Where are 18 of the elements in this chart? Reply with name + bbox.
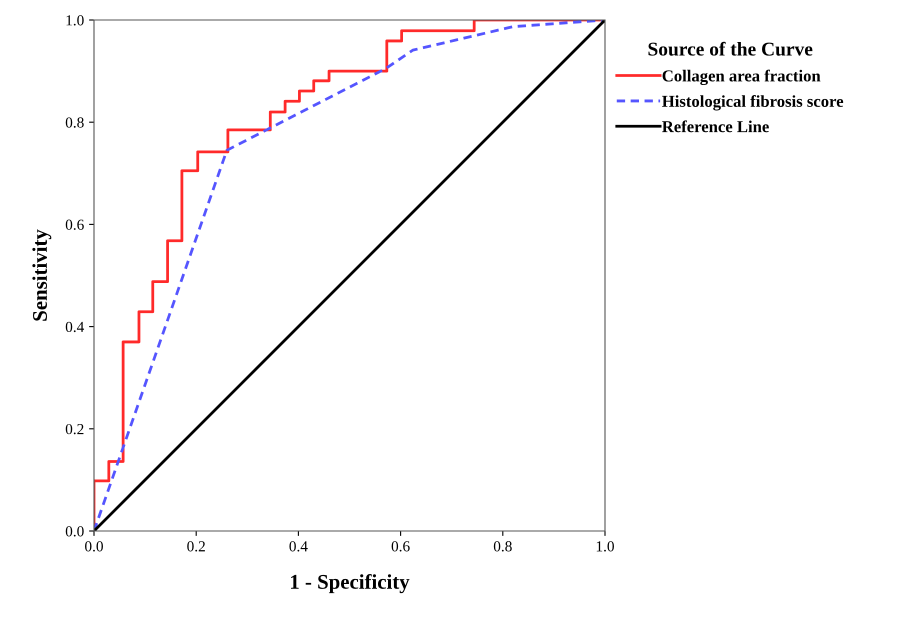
x-tick-label: 0.4 xyxy=(289,541,308,552)
legend-title: Source of the Curve xyxy=(648,42,812,56)
x-tick-label: 0.0 xyxy=(85,541,103,552)
y-tick-label: 0.8 xyxy=(66,117,84,128)
y-axis-title: Sensitivity xyxy=(32,229,52,321)
x-tick-label: 1.0 xyxy=(596,541,614,552)
x-tick-label: 0.2 xyxy=(187,541,205,552)
y-tick-label: 0.0 xyxy=(66,526,84,537)
legend-label: Collagen area fraction xyxy=(662,70,820,86)
legend-label: Reference Line xyxy=(662,120,769,132)
y-tick-label: 0.4 xyxy=(66,322,84,332)
x-tick-label: 0.8 xyxy=(494,541,512,552)
y-tick-label: 0.6 xyxy=(66,220,84,230)
x-axis-title: 1 - Specificity xyxy=(291,574,410,594)
y-tick-label: 0.2 xyxy=(66,424,84,434)
y-tick-label: 1.0 xyxy=(66,15,84,26)
legend-label: Histological fibrosis score xyxy=(662,95,844,110)
x-tick-label: 0.6 xyxy=(392,541,410,552)
